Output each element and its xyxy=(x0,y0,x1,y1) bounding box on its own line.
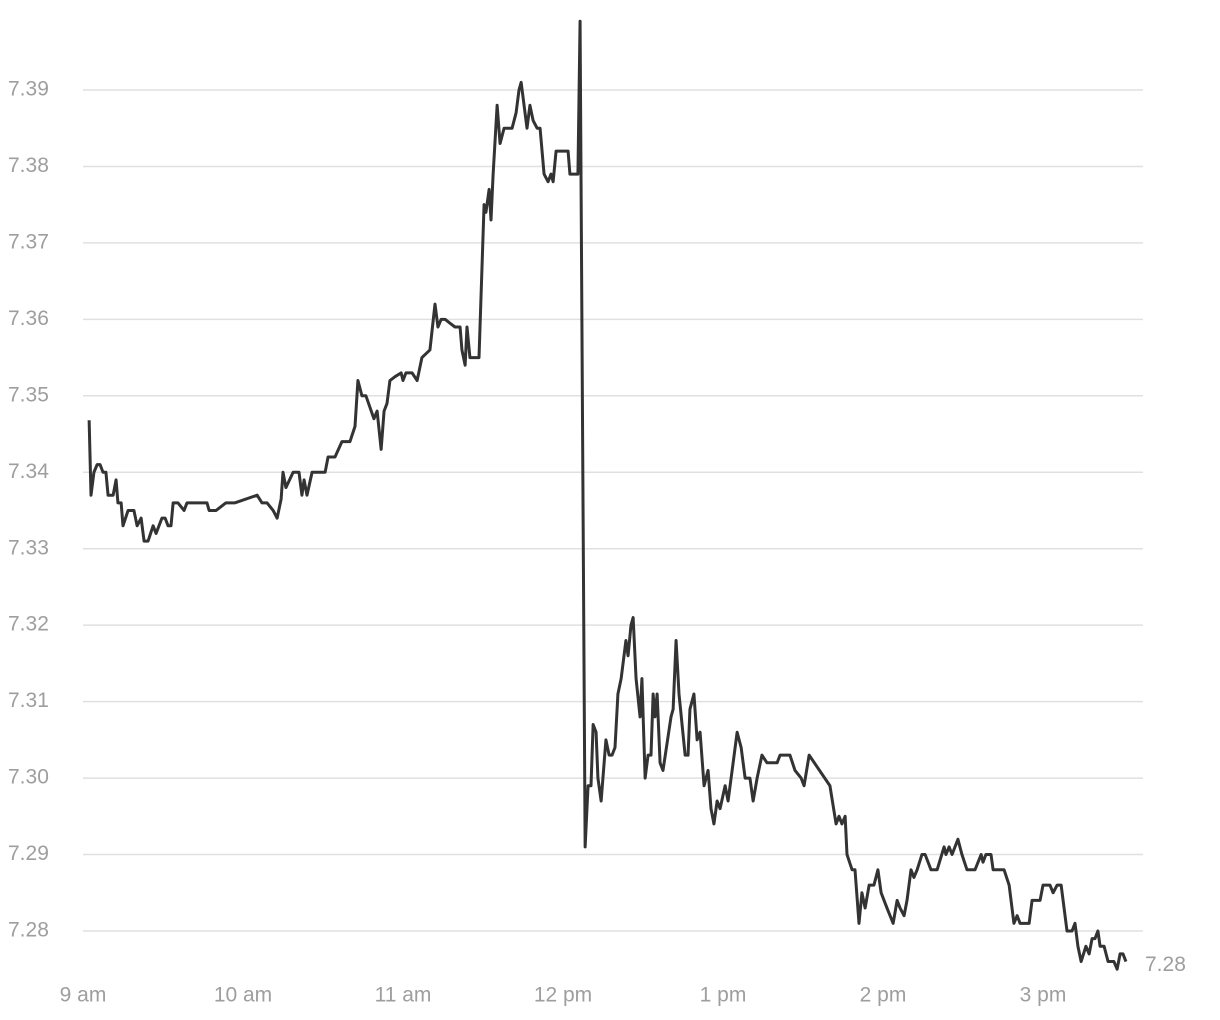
y-tick-label: 7.33 xyxy=(8,536,49,559)
y-tick-label: 7.30 xyxy=(8,766,49,789)
y-tick-label: 7.34 xyxy=(8,460,49,483)
y-tick-label: 7.29 xyxy=(8,842,49,865)
x-tick-label: 3 pm xyxy=(1020,984,1067,1007)
y-tick-label: 7.31 xyxy=(8,689,49,712)
last-value-label: 7.28 xyxy=(1145,953,1186,976)
x-tick-label: 10 am xyxy=(214,984,272,1007)
y-tick-label: 7.28 xyxy=(8,919,49,942)
x-tick-label: 9 am xyxy=(60,984,107,1007)
y-tick-label: 7.32 xyxy=(8,613,49,636)
y-tick-label: 7.37 xyxy=(8,230,49,253)
x-tick-label: 11 am xyxy=(375,984,432,1007)
price-line xyxy=(87,19,1128,971)
y-tick-label: 7.35 xyxy=(8,383,49,406)
x-tick-label: 2 pm xyxy=(860,984,907,1007)
x-tick-label: 12 pm xyxy=(534,984,592,1007)
y-tick-label: 7.39 xyxy=(8,78,49,101)
y-tick-label: 7.38 xyxy=(8,154,49,177)
x-tick-label: 1 pm xyxy=(700,984,747,1007)
y-tick-label: 7.36 xyxy=(8,307,49,330)
